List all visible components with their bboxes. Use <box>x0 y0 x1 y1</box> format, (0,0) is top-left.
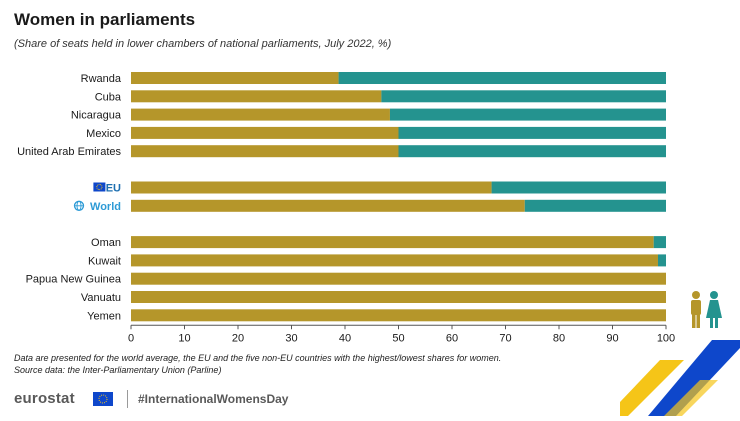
x-tick-label: 90 <box>606 332 618 344</box>
bar-segment <box>131 291 666 303</box>
bar-segment <box>131 90 382 103</box>
category-label: World <box>90 201 121 213</box>
x-tick-label: 100 <box>657 332 675 344</box>
bar-segment <box>491 181 666 194</box>
bar-segment <box>398 145 666 158</box>
eu-flag-icon <box>93 392 113 406</box>
eu-flag-icon <box>93 182 106 192</box>
bar-segment <box>338 72 666 84</box>
footer-divider <box>127 390 128 408</box>
bar-segment <box>131 126 399 139</box>
bar-segment <box>131 108 390 121</box>
x-tick-label: 80 <box>553 332 565 344</box>
bar-segment <box>381 90 666 103</box>
x-tick-label: 50 <box>392 332 404 344</box>
chart-notes: Data are presented for the world average… <box>14 352 501 376</box>
bar-segment <box>131 254 658 267</box>
category-label: Mexico <box>86 128 121 140</box>
man-woman-icon <box>686 290 726 337</box>
x-tick-label: 70 <box>499 332 511 344</box>
chart-subtitle: (Share of seats held in lower chambers o… <box>14 38 392 50</box>
x-tick-label: 60 <box>446 332 458 344</box>
bar-segment <box>653 236 666 249</box>
source-line: Source data: the Inter-Parliamentary Uni… <box>14 365 222 375</box>
decorative-stripes <box>620 340 740 421</box>
bar-segment <box>131 309 666 322</box>
bar-segment <box>131 199 525 212</box>
hashtag: #InternationalWomensDay <box>138 392 289 406</box>
category-label: Cuba <box>95 91 122 103</box>
x-tick-label: 40 <box>339 332 351 344</box>
bar-segment <box>131 72 339 84</box>
category-label: EU <box>106 183 121 195</box>
bar-segment <box>657 254 666 267</box>
category-label: Vanuatu <box>81 292 121 304</box>
eu-flag-stars <box>96 183 103 191</box>
bar-segment <box>131 181 492 194</box>
category-label: Rwanda <box>81 73 122 85</box>
bar-segment <box>131 272 666 285</box>
bar-segment <box>131 145 399 158</box>
category-label: Kuwait <box>88 255 121 267</box>
category-label: United Arab Emirates <box>17 146 121 158</box>
eurostat-logo: eurostat <box>14 390 75 407</box>
bar-segment <box>389 108 666 121</box>
x-tick-label: 20 <box>232 332 244 344</box>
x-tick-label: 30 <box>285 332 297 344</box>
x-tick-label: 10 <box>178 332 190 344</box>
x-tick-label: 0 <box>128 332 134 344</box>
bar-segment <box>524 199 666 212</box>
category-label: Papua New Guinea <box>26 274 122 286</box>
bar-segment <box>131 236 654 249</box>
note-line: Data are presented for the world average… <box>14 353 502 363</box>
category-label: Oman <box>91 237 121 249</box>
category-label: Yemen <box>87 310 121 322</box>
category-label: Nicaragua <box>71 110 122 122</box>
chart-title: Women in parliaments <box>14 10 196 29</box>
bar-segment <box>398 126 666 139</box>
